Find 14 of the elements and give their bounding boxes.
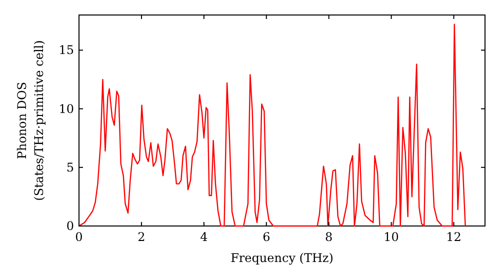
y-axis-title: Phonon DOS (States/THz·primitive cell) (15, 40, 46, 201)
y-tick-label: 5 (66, 160, 74, 174)
x-tick-label: 4 (200, 230, 208, 244)
x-axis-title: Frequency (THz) (230, 251, 334, 265)
y-tick-label: 0 (66, 219, 74, 233)
x-tick-label: 12 (446, 230, 462, 244)
y-tick-label: 15 (58, 43, 74, 58)
line-series (78, 24, 466, 227)
x-tick-label: 8 (325, 230, 333, 244)
y-tick-label: 10 (58, 102, 74, 116)
x-tick-label: 0 (75, 230, 83, 244)
x-tick-label: 2 (138, 230, 146, 244)
x-tick-label: 6 (262, 230, 270, 244)
x-tick-label: 10 (384, 230, 399, 244)
